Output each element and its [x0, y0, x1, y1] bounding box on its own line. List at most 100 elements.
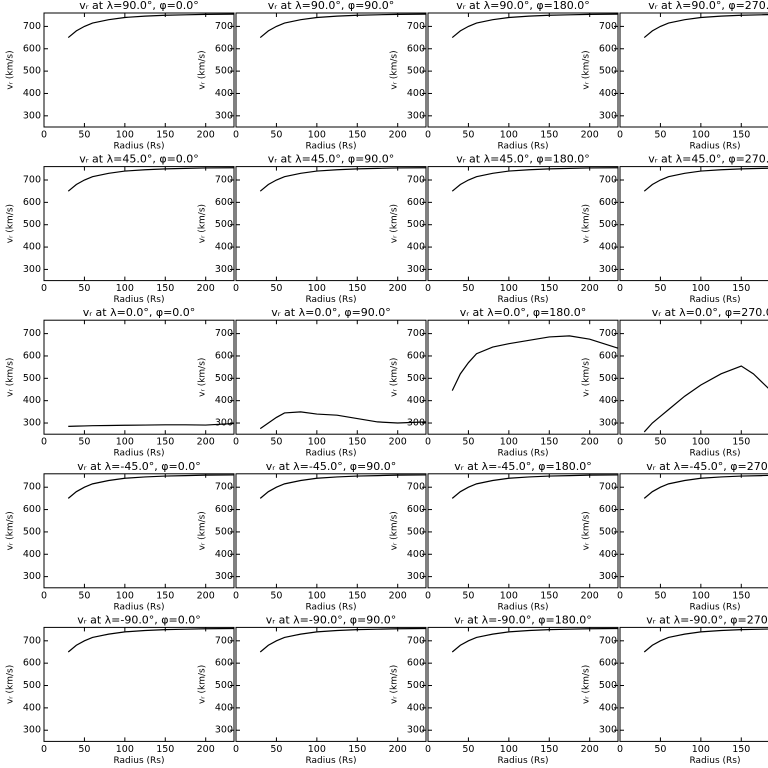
- y-axis-label: vᵣ (km/s): [582, 511, 592, 550]
- y-tick-label: 400: [23, 549, 41, 560]
- plot-frame: [43, 473, 235, 589]
- x-tick-label: 150: [156, 437, 174, 448]
- x-tick-label: 0: [617, 130, 623, 141]
- x-axis-label: Radius (Rs): [689, 449, 740, 459]
- data-line: [451, 335, 619, 391]
- x-axis-label: Radius (Rs): [689, 756, 740, 766]
- x-tick-label: 100: [500, 590, 518, 601]
- x-tick-label: 200: [389, 590, 407, 601]
- plot-frame: [619, 166, 768, 282]
- y-tick-label: 300: [599, 725, 617, 736]
- y-tick-label: 500: [215, 680, 233, 691]
- data-line: [68, 422, 235, 427]
- x-tick-label: 200: [389, 130, 407, 141]
- data-line: [67, 474, 235, 499]
- x-axis-label: Radius (Rs): [305, 142, 356, 152]
- data-line: [259, 474, 427, 499]
- y-tick-label: 500: [215, 219, 233, 230]
- x-tick-label: 200: [389, 437, 407, 448]
- x-tick-label: 200: [197, 590, 215, 601]
- data-line: [643, 474, 768, 499]
- x-axis-label: Radius (Rs): [497, 142, 548, 152]
- plot-frame: [427, 12, 619, 128]
- y-tick-label: 700: [407, 21, 425, 32]
- y-tick-label: 700: [23, 328, 41, 339]
- y-tick-label: 600: [407, 658, 425, 669]
- x-tick-label: 0: [425, 744, 431, 755]
- y-tick-label: 400: [215, 549, 233, 560]
- x-axis-label: Radius (Rs): [113, 295, 164, 305]
- chart-title: vᵣ at λ=-45.0°, φ=270.0°: [646, 460, 768, 473]
- x-axis-label: Radius (Rs): [497, 602, 548, 612]
- y-tick-label: 300: [599, 110, 617, 121]
- plot-frame: [235, 166, 427, 282]
- x-tick-label: 100: [116, 130, 134, 141]
- y-tick-label: 600: [599, 43, 617, 54]
- y-tick-label: 300: [407, 725, 425, 736]
- x-tick-label: 200: [197, 283, 215, 294]
- x-axis-label: Radius (Rs): [113, 142, 164, 152]
- y-axis-label: vᵣ (km/s): [390, 358, 400, 397]
- x-tick-label: 150: [540, 130, 558, 141]
- plot-frame: [619, 473, 768, 589]
- data-line: [67, 13, 235, 39]
- x-tick-label: 150: [540, 590, 558, 601]
- x-tick-label: 0: [617, 590, 623, 601]
- x-tick-label: 50: [654, 130, 666, 141]
- y-tick-label: 700: [215, 21, 233, 32]
- y-axis-label: vᵣ (km/s): [582, 358, 592, 397]
- x-tick-label: 50: [654, 437, 666, 448]
- y-tick-label: 500: [215, 526, 233, 537]
- x-tick-label: 100: [692, 744, 710, 755]
- y-tick-label: 600: [23, 504, 41, 515]
- plot-frame: [43, 626, 235, 742]
- y-tick-label: 600: [215, 350, 233, 361]
- x-axis-label: Radius (Rs): [497, 756, 548, 766]
- y-tick-label: 300: [407, 110, 425, 121]
- x-tick-label: 100: [116, 437, 134, 448]
- plot-frame: [43, 12, 235, 128]
- x-tick-label: 100: [308, 590, 326, 601]
- x-tick-label: 50: [78, 744, 90, 755]
- x-tick-label: 100: [116, 590, 134, 601]
- y-axis-label: vᵣ (km/s): [582, 204, 592, 243]
- x-tick-label: 100: [308, 744, 326, 755]
- y-tick-label: 400: [599, 549, 617, 560]
- y-tick-label: 400: [23, 702, 41, 713]
- x-tick-label: 100: [500, 744, 518, 755]
- y-tick-label: 400: [215, 395, 233, 406]
- y-axis-label: vᵣ (km/s): [198, 358, 208, 397]
- chart-title: vᵣ at λ=45.0°, φ=270.0°: [648, 153, 768, 166]
- x-tick-label: 150: [348, 437, 366, 448]
- x-tick-label: 0: [41, 437, 47, 448]
- y-tick-label: 400: [23, 242, 41, 253]
- x-tick-label: 150: [732, 130, 750, 141]
- y-tick-label: 400: [599, 702, 617, 713]
- y-tick-label: 300: [407, 571, 425, 582]
- y-axis-label: vᵣ (km/s): [582, 50, 592, 89]
- data-line: [67, 167, 235, 192]
- y-tick-label: 400: [599, 242, 617, 253]
- y-tick-label: 600: [23, 197, 41, 208]
- data-line: [67, 627, 235, 653]
- y-tick-label: 300: [599, 264, 617, 275]
- x-tick-label: 200: [197, 437, 215, 448]
- plot-frame: [427, 166, 619, 282]
- y-tick-label: 400: [215, 702, 233, 713]
- x-tick-label: 50: [78, 590, 90, 601]
- x-tick-label: 0: [233, 590, 239, 601]
- x-axis-label: Radius (Rs): [689, 142, 740, 152]
- chart-title: vᵣ at λ=90.0°, φ=180.0°: [456, 0, 590, 12]
- plot-frame: [427, 626, 619, 742]
- x-tick-label: 150: [732, 283, 750, 294]
- y-tick-label: 400: [215, 242, 233, 253]
- x-tick-label: 0: [617, 437, 623, 448]
- y-tick-label: 700: [23, 175, 41, 186]
- y-tick-label: 600: [215, 658, 233, 669]
- data-line: [451, 627, 619, 653]
- y-tick-label: 600: [599, 658, 617, 669]
- y-tick-label: 500: [599, 66, 617, 77]
- x-tick-label: 50: [654, 590, 666, 601]
- x-tick-label: 100: [116, 283, 134, 294]
- x-tick-label: 100: [308, 437, 326, 448]
